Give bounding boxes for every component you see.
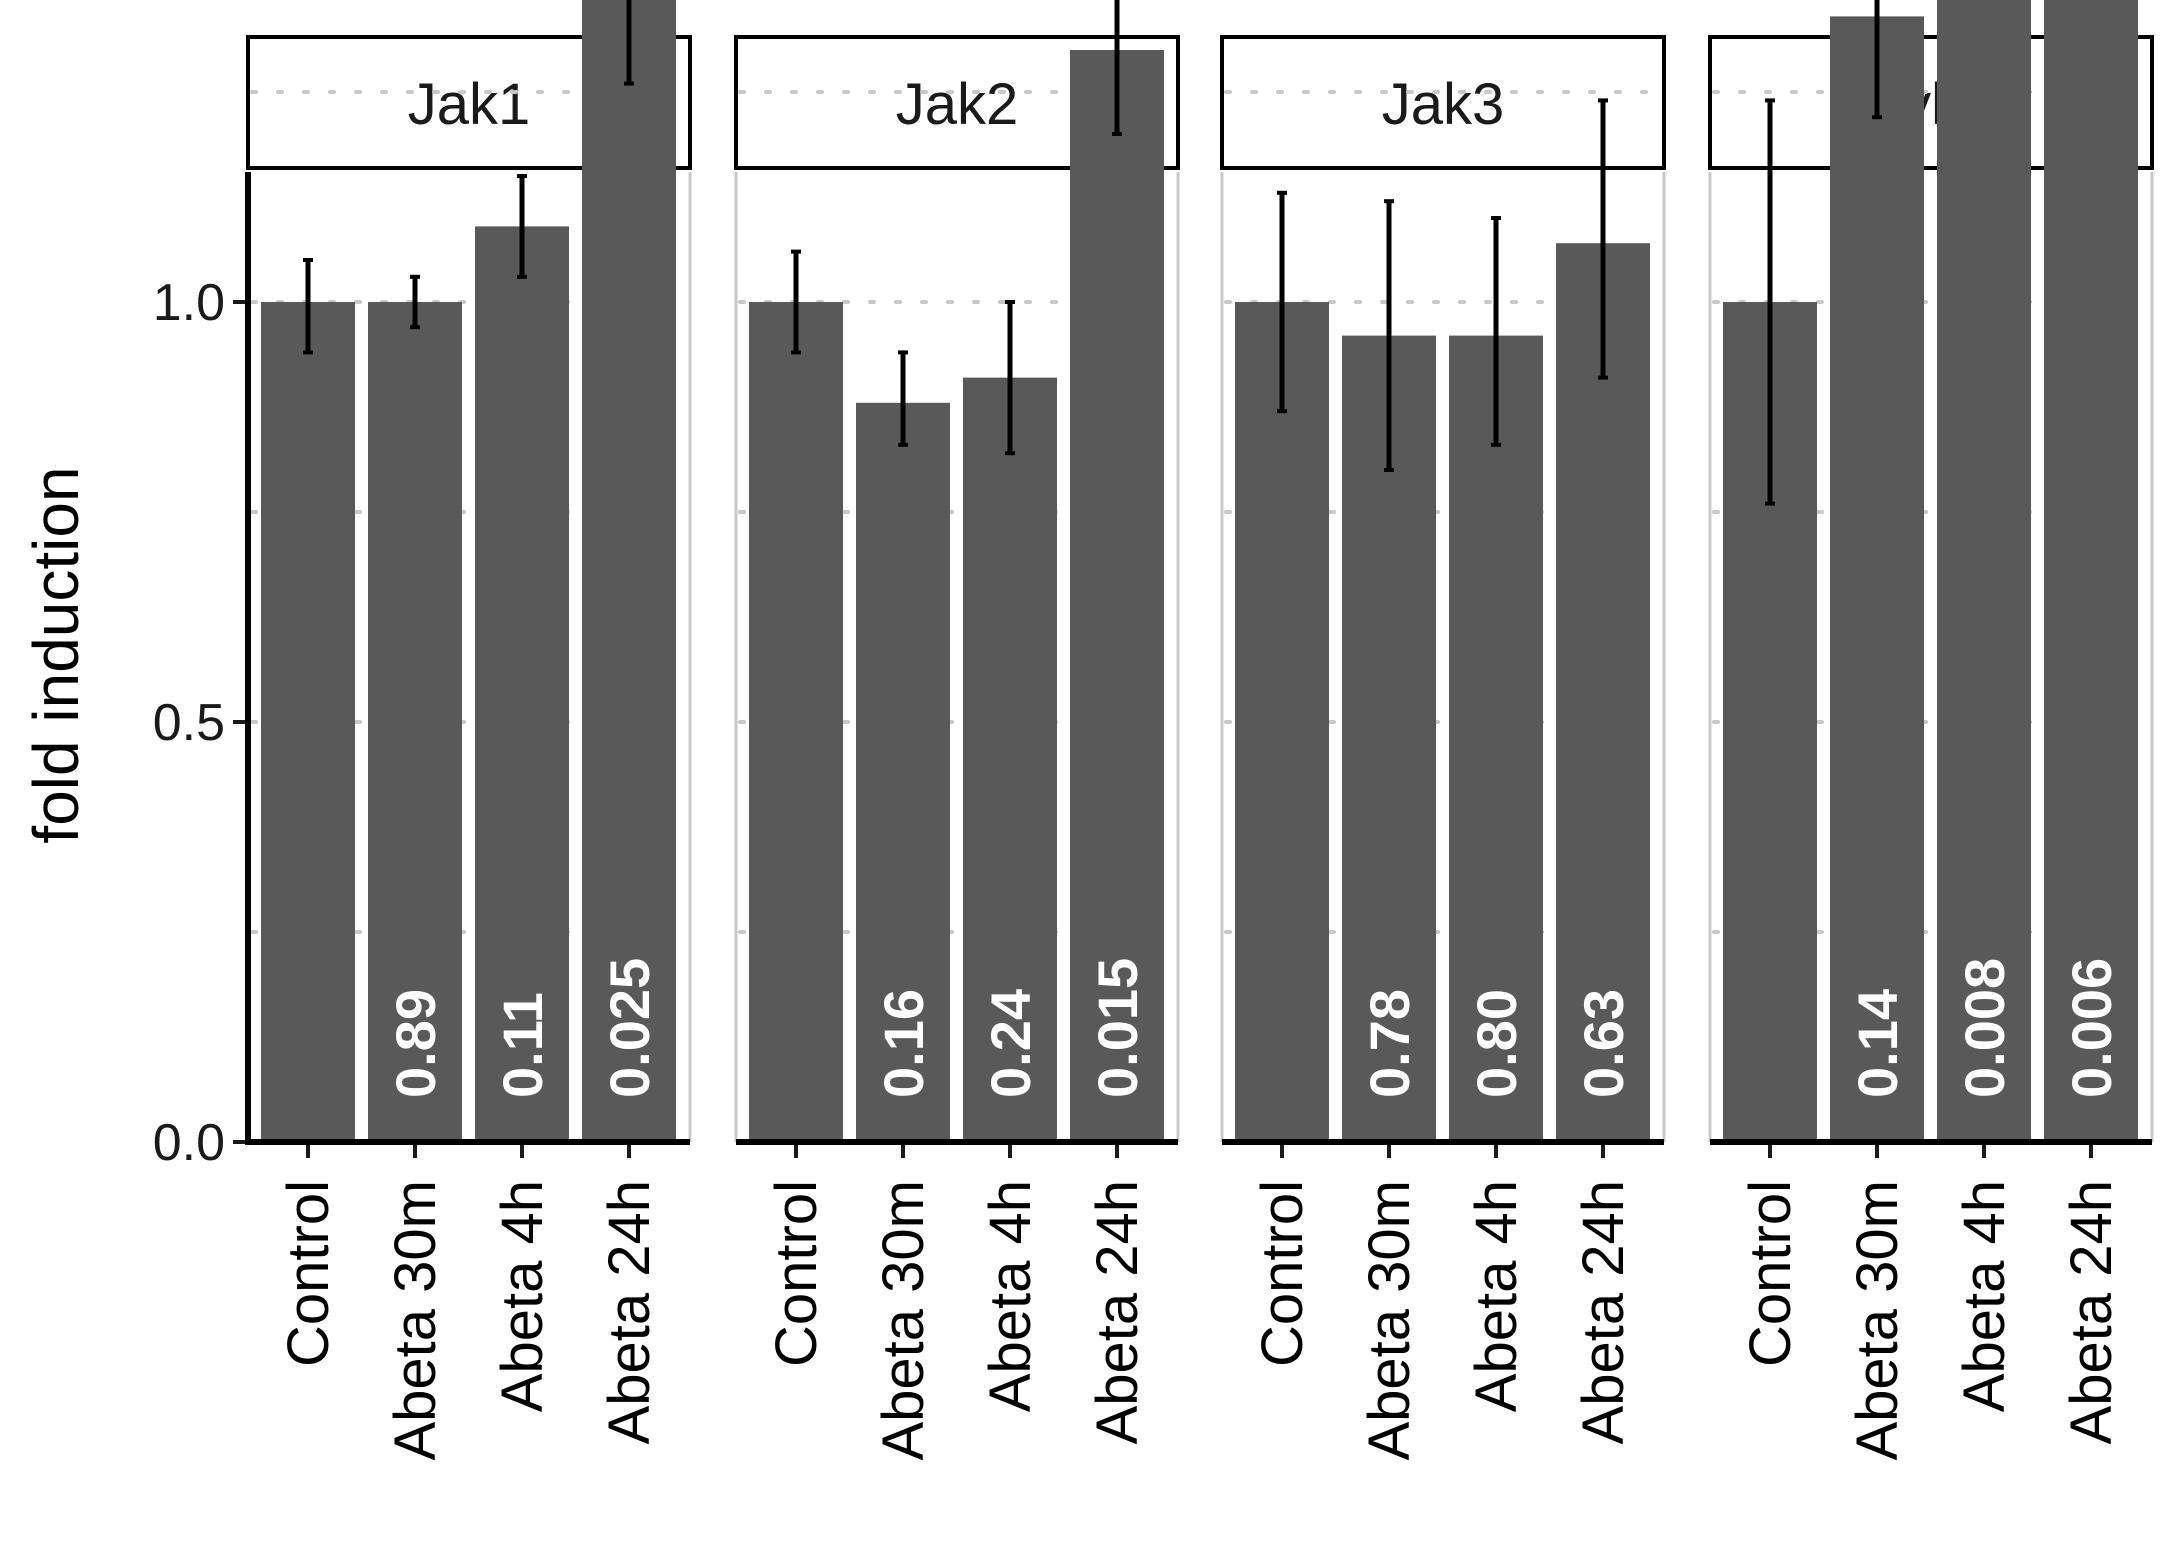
y-axis-label: fold induction [20, 466, 92, 843]
x-tick-label: Abeta 24h [1571, 1180, 1636, 1444]
x-tick-label: Abeta 4h [1464, 1180, 1529, 1412]
x-tick-label: Abeta 4h [978, 1180, 1043, 1412]
x-tick-label: Control [764, 1180, 829, 1367]
x-tick-label: Control [1250, 1180, 1315, 1367]
panel-jak1: Jak1 Control 0.89 Abeta 30m 0.11 Abeta 4h 0.02… [245, 0, 692, 1461]
bar [261, 302, 355, 1142]
bar [1449, 335, 1543, 1143]
p-value-label: 0.006 [2060, 958, 2123, 1098]
p-value-label: 0.015 [1086, 958, 1149, 1098]
y-tick-label: 0.0 [153, 1114, 225, 1172]
x-tick-label: Control [1738, 1180, 1803, 1367]
bar [368, 302, 462, 1142]
p-value-label: 0.14 [1846, 989, 1909, 1098]
bar [582, 0, 676, 1142]
x-tick-label: Abeta 30m [383, 1180, 448, 1461]
p-value-label: 0.63 [1572, 989, 1635, 1098]
p-value-label: 0.89 [384, 989, 447, 1098]
x-tick-label: Control [276, 1180, 341, 1367]
bar [1830, 16, 1924, 1142]
x-tick-label: Abeta 30m [1357, 1180, 1422, 1461]
panel-jak2: Jak2 Control 0.16 Abeta 30m 0.24 Abeta 4h 0.01… [734, 0, 1180, 1461]
bar [856, 402, 950, 1142]
bar [475, 226, 569, 1142]
p-value-label: 0.11 [491, 992, 554, 1098]
x-tick-label: Abeta 4h [490, 1180, 555, 1412]
p-value-label: 0.008 [1953, 958, 2016, 1098]
bar [1235, 302, 1329, 1142]
p-value-label: 0.16 [872, 989, 935, 1098]
x-tick-label: Abeta 30m [1845, 1180, 1910, 1461]
bar [963, 377, 1057, 1143]
bar [2044, 0, 2138, 1142]
panel-jak3: Jak3 Control 0.78 Abeta 30m 0.80 Abeta 4h 0.63… [1220, 35, 1666, 1461]
x-tick-label: Abeta 24h [597, 1180, 662, 1444]
p-value-label: 0.24 [979, 989, 1042, 1098]
x-tick-label: Abeta 4h [1952, 1180, 2017, 1412]
x-tick-label: Abeta 24h [1085, 1180, 1150, 1444]
y-tick-label: 0.5 [153, 694, 225, 752]
bar [1937, 0, 2031, 1143]
facet-strip-label: Jak1 [408, 72, 531, 137]
bar [749, 302, 843, 1142]
y-tick-label: 1.0 [153, 274, 225, 332]
p-value-label: 0.80 [1465, 989, 1528, 1098]
bar [1556, 243, 1650, 1142]
x-tick-label: Abeta 24h [2059, 1180, 2124, 1444]
facet-panels: Jak1 Control 0.89 Abeta 30m 0.11 Abeta 4h 0.02… [245, 0, 2154, 1461]
x-tick-label: Abeta 30m [871, 1180, 936, 1461]
bar [1070, 50, 1164, 1142]
p-value-label: 0.025 [598, 958, 661, 1098]
facet-strip [1220, 35, 1666, 170]
y-axis-ticks: 0.00.51.01.52.0 [153, 274, 248, 1172]
facet-strip-label: Jak2 [896, 72, 1019, 137]
facet-strip-label: Jak3 [1382, 72, 1505, 137]
p-value-label: 0.78 [1358, 989, 1421, 1098]
